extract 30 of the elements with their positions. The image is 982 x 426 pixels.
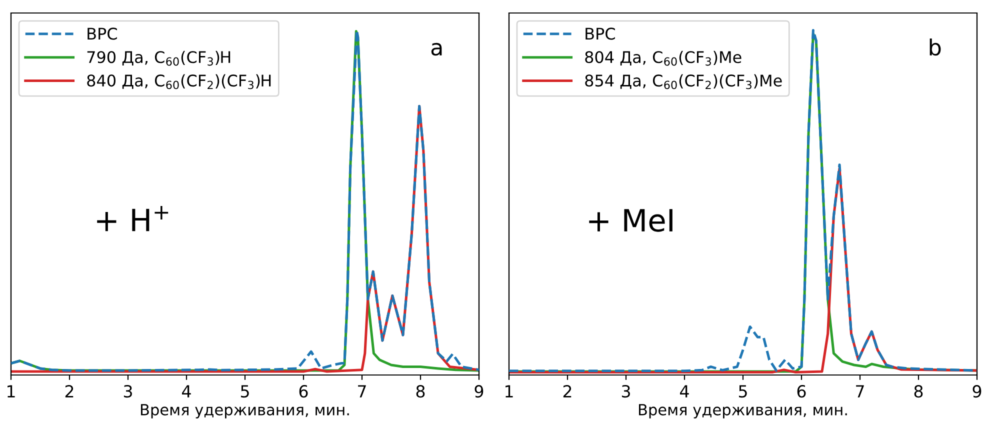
x-tick-label: 1 bbox=[8, 385, 15, 398]
x-tick-label: 8 bbox=[914, 385, 923, 398]
x-tick-label: 7 bbox=[856, 385, 864, 398]
x-tick-label: 2 bbox=[65, 385, 74, 398]
x-tick-label: 8 bbox=[416, 385, 425, 398]
x-tick-label: 4 bbox=[680, 385, 689, 398]
annotation: b bbox=[930, 38, 941, 56]
x-tick-label: 2 bbox=[563, 385, 572, 398]
annotation: a bbox=[431, 42, 442, 56]
x-tick-label: 9 bbox=[474, 385, 484, 398]
x-tick-label: 1 bbox=[506, 385, 513, 398]
x-axis-title: Время удерживания, мин. bbox=[140, 404, 349, 418]
x-tick-label: 3 bbox=[622, 385, 630, 398]
legend-label: 854 Да, C$_{60}$(CF$_{2}$)(CF$_{3}$)Me bbox=[585, 74, 782, 90]
annotation: + MeI bbox=[589, 209, 672, 232]
x-tick-label: 5 bbox=[738, 385, 747, 398]
legend-label: BPC bbox=[586, 28, 615, 40]
x-axis-title: Время удерживания, мин. bbox=[638, 404, 847, 418]
legend-label: 804 Да, C$_{60}$(CF$_{3}$)Me bbox=[585, 50, 742, 66]
legend-label: 790 Да, C$_{60}$(CF$_{3}$)H bbox=[87, 50, 230, 66]
x-tick-label: 6 bbox=[299, 385, 308, 398]
x-tick-label: 9 bbox=[972, 385, 982, 398]
annotation: + H$^{+}$ bbox=[97, 206, 168, 232]
legend-label: BPC bbox=[88, 28, 117, 40]
legend-label: 840 Да, C$_{60}$(CF$_{2}$)(CF$_{3}$)H bbox=[87, 74, 271, 90]
x-tick-label: 6 bbox=[797, 385, 806, 398]
x-tick-label: 7 bbox=[358, 385, 366, 398]
x-tick-label: 3 bbox=[124, 385, 132, 398]
x-tick-label: 5 bbox=[240, 385, 249, 398]
x-tick-label: 4 bbox=[182, 385, 191, 398]
